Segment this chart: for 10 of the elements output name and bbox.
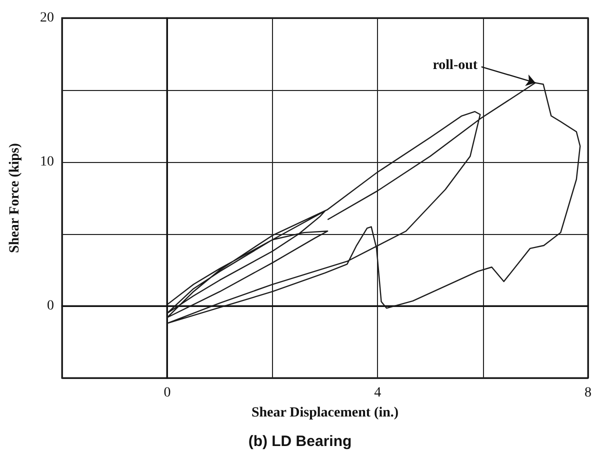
x-tick-label: 8 (584, 386, 592, 400)
y-axis-title: Shear Force (kips) (8, 142, 22, 253)
x-axis-title: Shear Displacement (in.) (251, 406, 399, 420)
text: (b) LD Bearing (248, 433, 352, 450)
y-tick-label: 0 (47, 298, 54, 314)
y-tick-label: 10 (40, 154, 54, 170)
x-tick-label: 0 (164, 386, 171, 400)
x-tick-label: 4 (374, 386, 382, 400)
y-tick-label: 20 (40, 10, 54, 26)
annotation: roll-out (432, 58, 478, 74)
